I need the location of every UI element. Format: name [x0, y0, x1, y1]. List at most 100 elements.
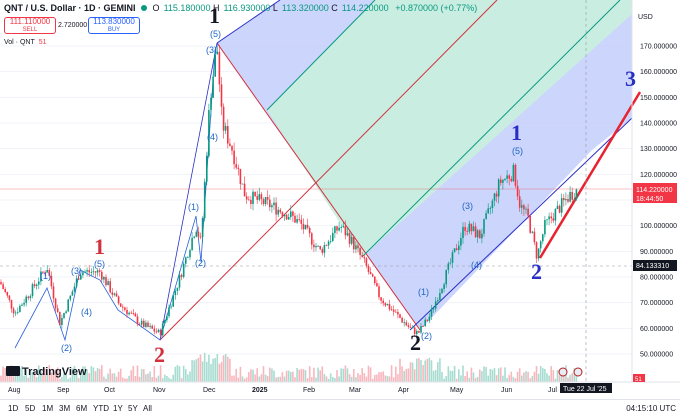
volume-bar — [161, 378, 164, 382]
candle-body — [159, 329, 162, 336]
volume-bar — [474, 378, 477, 382]
volume-legend[interactable]: Vol · QNT 51 — [4, 39, 47, 46]
currency-label[interactable]: USD — [638, 14, 653, 21]
candle-body — [172, 295, 174, 307]
volume-bar — [369, 367, 372, 382]
volume-bar — [14, 375, 17, 382]
volume-bar — [390, 365, 393, 382]
candle-body — [182, 263, 185, 277]
candle-body — [323, 245, 326, 253]
volume-bar — [50, 372, 53, 382]
timeframe-6m[interactable]: 6M — [76, 404, 88, 413]
pitchfork-inner-lower — [361, 0, 621, 258]
volume-bar — [273, 370, 275, 382]
volume-bar — [420, 359, 422, 382]
candle-body — [161, 323, 164, 336]
candle-body — [134, 313, 137, 317]
volume-bar — [281, 372, 284, 382]
volume-bar — [174, 366, 177, 382]
timeframe-1y[interactable]: 1Y — [113, 404, 123, 413]
us-flag-icon[interactable] — [573, 367, 583, 377]
candle-body — [336, 226, 338, 231]
annotation-blue-3: 3 — [625, 66, 636, 91]
volume-bar — [4, 368, 6, 382]
volume-bar — [44, 368, 46, 382]
volume-bar — [527, 371, 529, 382]
volume-bar — [392, 377, 395, 382]
candle-body — [355, 245, 357, 250]
volume-bar — [285, 370, 288, 382]
candle-body — [229, 143, 231, 146]
buy-button[interactable]: 113.830000 BUY — [88, 17, 140, 34]
volume-bar — [451, 370, 454, 382]
candle-body — [455, 248, 458, 250]
symbol-title[interactable]: QNT / U.S. Dollar · 1D · GEMINI — [4, 3, 136, 13]
change-value: +0.870000 (+0.77%) — [395, 3, 478, 13]
candle-body — [277, 209, 279, 215]
candle-body — [185, 257, 187, 264]
candle-body — [290, 211, 292, 218]
candle-body — [170, 306, 172, 308]
volume-bar — [212, 358, 214, 382]
volume-bar — [222, 355, 225, 382]
time-tick: Jul — [548, 387, 557, 394]
volume-bar — [237, 377, 240, 382]
candle-body — [212, 76, 214, 98]
candle-body — [178, 274, 181, 288]
candle-body — [416, 330, 418, 335]
spread-value: 2.720000 — [58, 22, 88, 29]
volume-bar — [508, 375, 510, 382]
volume-bar — [256, 368, 258, 382]
volume-bar — [208, 354, 210, 382]
candle-body — [495, 193, 498, 197]
utc-clock[interactable]: 04:15:10 UTC — [626, 404, 676, 413]
volume-bar — [153, 366, 156, 382]
volume-bar — [441, 371, 443, 382]
volume-bar — [143, 369, 145, 382]
candle-body — [113, 293, 116, 295]
crosshair-date-badge — [560, 383, 612, 393]
market-status-dot — [141, 5, 148, 11]
volume-value: 51 — [38, 39, 47, 46]
us-flag-icon[interactable] — [558, 367, 568, 377]
pitchfork-green-zone — [267, 0, 632, 257]
volume-bar — [388, 376, 391, 382]
volume-bar — [378, 372, 380, 382]
sell-button[interactable]: 111.110000 SELL — [4, 17, 56, 34]
timeframe-1d[interactable]: 1D — [8, 404, 19, 413]
candle-body — [399, 314, 401, 318]
wave-label: (1) — [40, 271, 51, 281]
candle-body — [317, 245, 319, 247]
candle-body — [489, 208, 492, 209]
tradingview-logo[interactable]: TradingView — [6, 366, 87, 378]
candle-body — [363, 257, 366, 259]
timeframe-1m[interactable]: 1M — [42, 404, 54, 413]
timeframe-all[interactable]: All — [143, 404, 152, 413]
candle-body — [466, 230, 468, 232]
candle-body — [151, 325, 153, 329]
candle-body — [346, 233, 349, 236]
volume-bar — [445, 376, 447, 382]
volume-bar — [472, 372, 475, 382]
candle-body — [392, 309, 395, 312]
symbol-header[interactable]: QNT / U.S. Dollar · 1D · GEMINI O 115.180… — [4, 3, 477, 13]
volume-bar — [426, 358, 429, 382]
volume-bar — [182, 365, 185, 382]
timeframe-ytd[interactable]: YTD — [93, 404, 109, 413]
candle-body — [458, 245, 460, 250]
candle-body — [237, 167, 240, 169]
candle-body — [413, 327, 416, 335]
volume-bar — [258, 376, 261, 382]
timeframe-5y[interactable]: 5Y — [128, 404, 138, 413]
candle-body — [157, 329, 160, 332]
volume-bar — [422, 365, 424, 382]
candle-body — [563, 198, 565, 201]
candle-body — [451, 252, 454, 263]
timeframe-5d[interactable]: 5D — [25, 404, 36, 413]
volume-bar — [403, 370, 405, 382]
volume-bars — [0, 352, 578, 382]
volume-bar — [103, 376, 105, 382]
timeframe-3m[interactable]: 3M — [59, 404, 71, 413]
time-axis[interactable]: Aug Sep Oct Nov Dec 2025 Feb Mar Apr May Jun Jul — [8, 387, 557, 394]
